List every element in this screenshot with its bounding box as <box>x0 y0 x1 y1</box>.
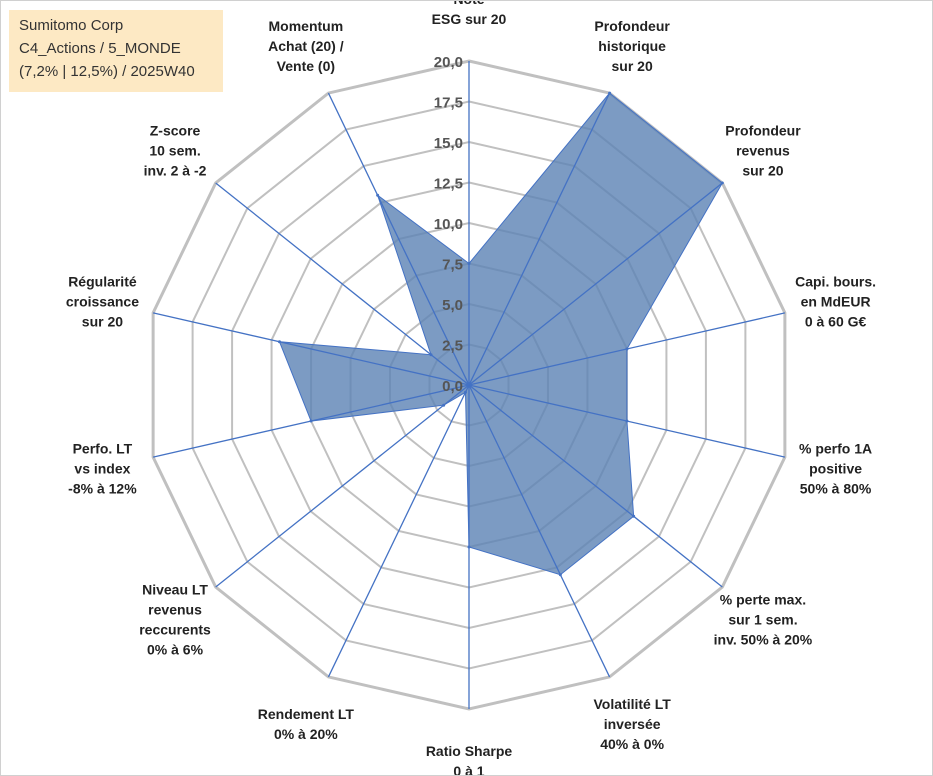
axis-spoke <box>215 182 470 386</box>
axis-spoke <box>468 384 723 588</box>
axis-label: Perfo. LT vs index -8% à 12% <box>68 441 137 497</box>
info-box: Sumitomo Corp C4_Actions / 5_MONDE (7,2%… <box>9 10 223 92</box>
data-point <box>277 340 281 344</box>
data-point <box>309 419 313 423</box>
axis-label: Momentum Achat (20) / Vente (0) <box>268 18 344 74</box>
axis-label: Capi. bours. en MdEUR 0 à 60 G€ <box>795 273 876 329</box>
portfolio-name: C4_Actions / 5_MONDE <box>19 40 181 57</box>
axis-label: Z-score 10 sem. inv. 2 à -2 <box>144 123 207 179</box>
tick-label: 2,5 <box>442 338 463 355</box>
axis-spoke <box>468 92 611 386</box>
data-point <box>632 514 636 518</box>
axis-spoke <box>468 384 611 678</box>
axis-label: Ratio Sharpe 0 à 1 <box>426 743 513 775</box>
axis-spoke <box>468 182 723 386</box>
data-point <box>608 91 612 95</box>
data-point <box>429 353 433 357</box>
data-point <box>558 573 562 577</box>
axis-label: Régularité croissance sur 20 <box>66 273 139 329</box>
data-area <box>278 92 723 576</box>
data-point <box>463 390 467 394</box>
data-point <box>625 347 629 351</box>
data-point <box>467 262 471 265</box>
tick-label: 20,0 <box>434 54 463 71</box>
portfolio-stats: (7,2% | 12,5%) / 2025W40 <box>19 63 195 80</box>
axis-label: % perfo 1A positive 50% à 80% <box>799 441 872 497</box>
tick-label: 7,5 <box>442 257 463 274</box>
axis-label: Volatilité LT inversée 40% à 0% <box>594 696 672 752</box>
axis-spoke <box>327 92 470 386</box>
axis-label: Profondeur historique sur 20 <box>594 18 670 74</box>
axis-label: Profondeur revenus sur 20 <box>725 123 801 179</box>
tick-label: 17,5 <box>434 95 463 112</box>
tick-label: 0,0 <box>442 378 463 395</box>
tick-label: 5,0 <box>442 297 463 314</box>
data-point <box>376 193 380 197</box>
tick-label: 12,5 <box>434 176 463 193</box>
tick-label: 15,0 <box>434 135 463 152</box>
axis-spoke <box>152 312 470 386</box>
axis-label: % perte max. sur 1 sem. inv. 50% à 20% <box>714 591 813 647</box>
axis-spoke <box>327 384 470 678</box>
axis-label: Rendement LT 0% à 20% <box>258 706 355 742</box>
tick-label: 10,0 <box>434 216 463 233</box>
data-point <box>442 403 446 407</box>
data-point <box>625 419 629 423</box>
axis-label: NoteESG sur 20 <box>432 1 507 27</box>
axis-spoke <box>215 384 470 588</box>
data-point <box>720 181 724 185</box>
axis-label: Niveau LT revenus reccurents 0% à 6% <box>139 581 211 657</box>
company-name: Sumitomo Corp <box>19 17 124 34</box>
data-point <box>467 545 471 549</box>
